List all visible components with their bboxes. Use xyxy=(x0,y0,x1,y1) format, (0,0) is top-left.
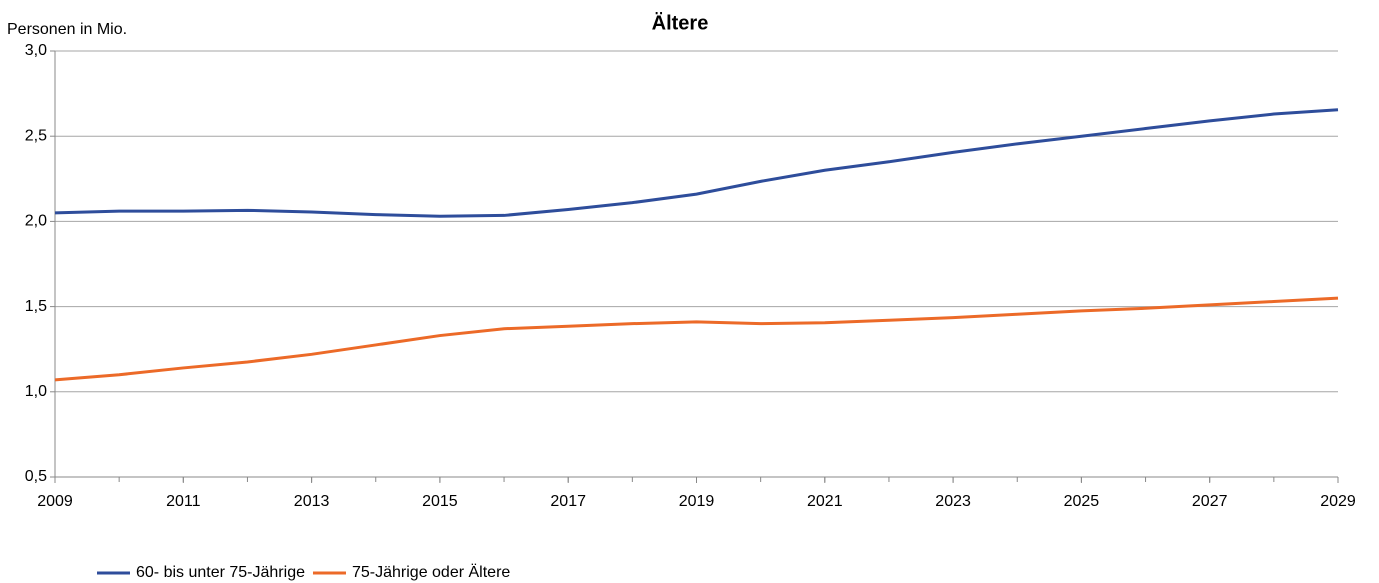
y-tick-label: 1,0 xyxy=(25,383,47,400)
y-axis-label: Personen in Mio. xyxy=(7,21,127,38)
legend-label: 75-Jährige oder Ältere xyxy=(352,563,510,581)
y-tick-label: 2,0 xyxy=(25,213,47,230)
y-tick-label: 1,5 xyxy=(25,298,47,315)
x-tick-label: 2011 xyxy=(166,493,201,510)
y-tick-label: 0,5 xyxy=(25,468,47,485)
x-tick-label: 2027 xyxy=(1192,493,1228,510)
x-tick-label: 2023 xyxy=(935,493,971,510)
series-line xyxy=(54,108,1339,218)
x-tick-label: 2019 xyxy=(679,493,715,510)
x-tick-label: 2021 xyxy=(807,493,843,510)
chart-title: Ältere xyxy=(652,11,709,34)
series-line xyxy=(54,296,1339,382)
legend-label: 60- bis unter 75-Jährige xyxy=(136,564,305,581)
y-tick-label: 3,0 xyxy=(25,42,47,59)
x-tick-label: 2017 xyxy=(550,493,586,510)
x-tick-label: 2013 xyxy=(294,493,330,510)
x-tick-label: 2015 xyxy=(422,493,458,510)
x-tick-label: 2029 xyxy=(1320,493,1356,510)
y-tick-label: 2,5 xyxy=(25,127,47,144)
x-tick-label: 2025 xyxy=(1064,493,1100,510)
x-tick-label: 2009 xyxy=(37,493,73,510)
